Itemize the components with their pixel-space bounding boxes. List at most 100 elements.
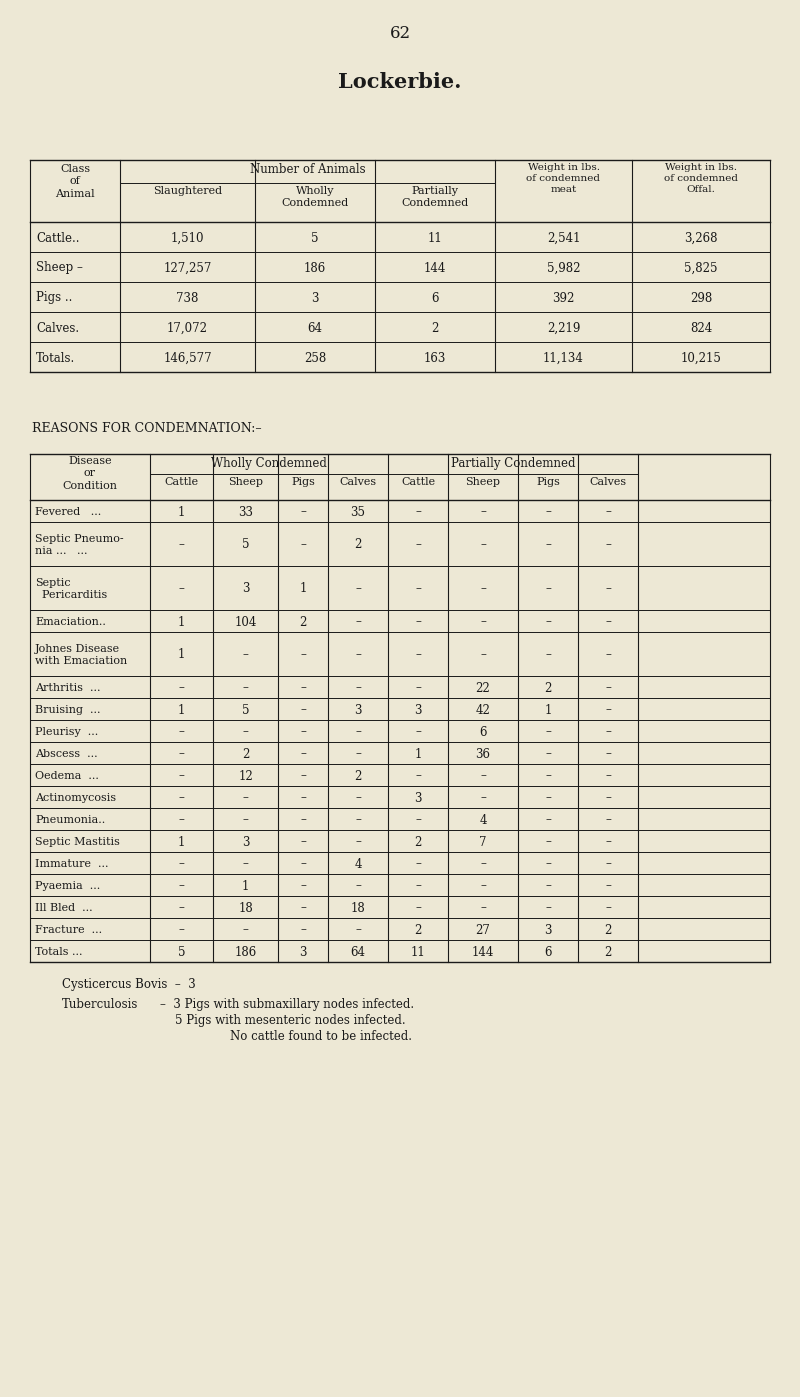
Text: –: – [605, 792, 611, 805]
Text: –: – [300, 901, 306, 915]
Text: –: – [355, 792, 361, 805]
Text: Cattle..: Cattle.. [36, 232, 79, 244]
Text: –: – [545, 747, 551, 760]
Text: 3: 3 [311, 292, 318, 305]
Text: –: – [605, 747, 611, 760]
Text: Partially
Condemned: Partially Condemned [402, 186, 469, 208]
Text: Class
of
Animal: Class of Animal [55, 163, 95, 198]
Text: 4: 4 [479, 813, 486, 827]
Text: –: – [415, 901, 421, 915]
Text: 2: 2 [604, 923, 612, 936]
Text: Arthritis  ...: Arthritis ... [35, 683, 101, 693]
Text: –: – [242, 858, 249, 870]
Text: –: – [178, 583, 185, 595]
Text: –: – [545, 648, 551, 662]
Text: –: – [300, 747, 306, 760]
Text: 144: 144 [424, 261, 446, 274]
Text: 144: 144 [472, 946, 494, 958]
Text: 2: 2 [414, 835, 422, 848]
Text: –: – [605, 725, 611, 739]
Text: 2: 2 [431, 321, 438, 334]
Text: Bruising  ...: Bruising ... [35, 705, 101, 715]
Text: 11: 11 [410, 946, 426, 958]
Text: 35: 35 [350, 506, 366, 518]
Text: 1: 1 [178, 704, 185, 717]
Text: 186: 186 [234, 946, 257, 958]
Text: –: – [415, 682, 421, 694]
Text: Number of Animals: Number of Animals [250, 163, 366, 176]
Text: –: – [300, 813, 306, 827]
Text: –: – [355, 835, 361, 848]
Text: Sheep: Sheep [466, 476, 501, 488]
Text: –: – [545, 858, 551, 870]
Text: –: – [605, 880, 611, 893]
Text: –: – [242, 648, 249, 662]
Text: –: – [415, 506, 421, 518]
Text: –: – [178, 682, 185, 694]
Text: Immature  ...: Immature ... [35, 859, 109, 869]
Text: 5,982: 5,982 [546, 261, 580, 274]
Text: Disease
or
Condition: Disease or Condition [62, 455, 118, 490]
Text: Slaughtered: Slaughtered [153, 186, 222, 196]
Text: 2: 2 [242, 747, 249, 760]
Text: 3: 3 [414, 792, 422, 805]
Text: –: – [480, 616, 486, 629]
Text: 3: 3 [544, 923, 552, 936]
Text: 3: 3 [354, 704, 362, 717]
Text: –: – [300, 835, 306, 848]
Text: 5: 5 [242, 538, 250, 552]
Text: –: – [605, 583, 611, 595]
Text: –: – [415, 538, 421, 552]
Text: Fevered   ...: Fevered ... [35, 507, 102, 517]
Text: Lockerbie.: Lockerbie. [338, 73, 462, 92]
Text: 2: 2 [604, 946, 612, 958]
Text: –: – [355, 583, 361, 595]
Text: –: – [242, 792, 249, 805]
Text: –: – [355, 648, 361, 662]
Text: Johnes Disease
with Emaciation: Johnes Disease with Emaciation [35, 644, 127, 666]
Text: 1: 1 [299, 583, 306, 595]
Text: Ill Bled  ...: Ill Bled ... [35, 902, 93, 914]
Text: Oedema  ...: Oedema ... [35, 771, 99, 781]
Text: –: – [300, 923, 306, 936]
Text: 2: 2 [354, 538, 362, 552]
Text: 146,577: 146,577 [163, 352, 212, 365]
Text: Calves: Calves [339, 476, 377, 488]
Text: Sheep: Sheep [228, 476, 263, 488]
Text: –: – [480, 583, 486, 595]
Text: 1,510: 1,510 [170, 232, 204, 244]
Text: Weight in lbs.
of condemned
Offal.: Weight in lbs. of condemned Offal. [664, 163, 738, 194]
Text: –: – [605, 538, 611, 552]
Text: 2,219: 2,219 [547, 321, 580, 334]
Text: Pigs: Pigs [536, 476, 560, 488]
Text: –: – [545, 583, 551, 595]
Text: Pyaemia  ...: Pyaemia ... [35, 882, 100, 891]
Text: –: – [480, 792, 486, 805]
Text: 11,134: 11,134 [543, 352, 584, 365]
Text: 298: 298 [690, 292, 712, 305]
Text: 10,215: 10,215 [681, 352, 722, 365]
Text: –: – [415, 648, 421, 662]
Text: –: – [415, 770, 421, 782]
Text: –: – [605, 770, 611, 782]
Text: 127,257: 127,257 [163, 261, 212, 274]
Text: 104: 104 [234, 616, 257, 629]
Text: –: – [605, 506, 611, 518]
Text: Fracture  ...: Fracture ... [35, 925, 102, 935]
Text: 22: 22 [476, 682, 490, 694]
Text: 1: 1 [242, 880, 249, 893]
Text: –: – [480, 538, 486, 552]
Text: –: – [545, 725, 551, 739]
Text: 5 Pigs with mesenteric nodes infected.: 5 Pigs with mesenteric nodes infected. [175, 1014, 406, 1027]
Text: 1: 1 [414, 747, 422, 760]
Text: 7: 7 [479, 835, 486, 848]
Text: –  3 Pigs with submaxillary nodes infected.: – 3 Pigs with submaxillary nodes infecte… [160, 997, 414, 1011]
Text: –: – [242, 813, 249, 827]
Text: Weight in lbs.
of condemned
meat: Weight in lbs. of condemned meat [526, 163, 601, 194]
Text: –: – [178, 538, 185, 552]
Text: –: – [545, 880, 551, 893]
Text: Emaciation..: Emaciation.. [35, 617, 106, 627]
Text: –: – [545, 538, 551, 552]
Text: Abscess  ...: Abscess ... [35, 749, 98, 759]
Text: –: – [300, 770, 306, 782]
